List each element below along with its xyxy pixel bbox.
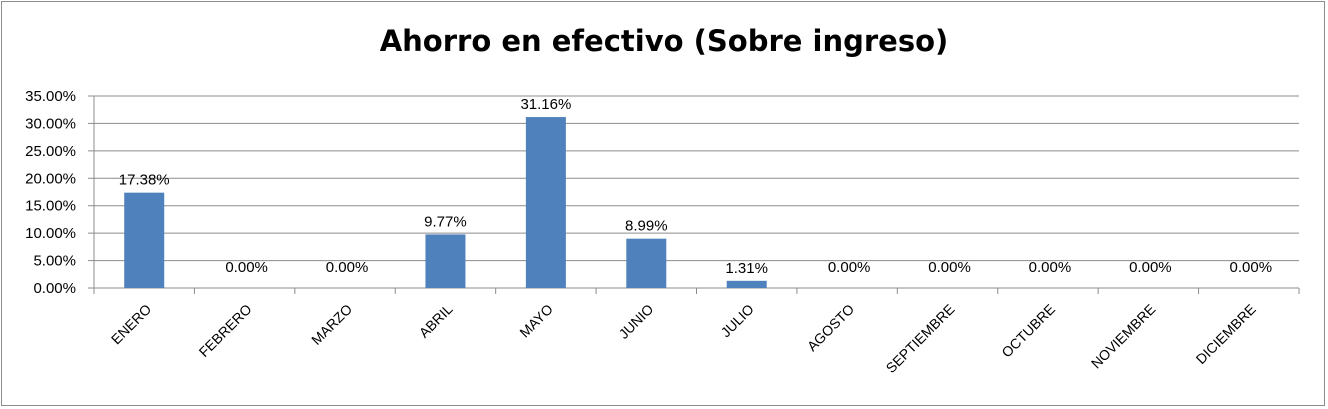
x-category-label: OCTUBRE [998,301,1058,361]
y-tick-label: 15.00% [25,198,76,215]
data-label: 1.31% [725,260,768,277]
y-tick-label: 30.00% [25,115,76,132]
x-category-label: ABRIL [416,301,456,341]
data-label: 0.00% [828,259,871,276]
x-category-label: MAYO [516,301,556,341]
chart-title: Ahorro en efectivo (Sobre ingreso) [379,24,949,58]
gridlines [94,95,1299,289]
y-tick-label: 25.00% [25,143,76,160]
y-tick-label: 35.00% [25,88,76,105]
data-label: 8.99% [625,218,668,235]
x-category-label: JULIO [717,301,756,340]
axes [88,95,1300,294]
x-category-label: NOVIEMBRE [1088,301,1159,372]
x-category-label: SEPTIEMBRE [883,301,958,376]
x-category-label: MARZO [308,301,355,348]
data-label: 0.00% [1029,259,1072,276]
bar [124,192,165,288]
x-category-label: DICIEMBRE [1193,301,1259,367]
data-label: 0.00% [225,259,268,276]
data-label: 0.00% [928,259,971,276]
bar [726,280,767,288]
data-label: 0.00% [326,259,369,276]
y-tick-label: 10.00% [25,225,76,242]
bars [124,117,767,288]
bar [525,117,566,288]
y-tick-label: 20.00% [25,170,76,187]
x-category-label: FEBRERO [196,301,255,360]
bar [626,238,667,288]
data-label: 9.77% [424,213,467,230]
x-category-label: JUNIO [615,301,656,342]
x-category-label: AGOSTO [804,301,858,355]
data-label: 0.00% [1129,259,1172,276]
data-label: 31.16% [520,96,571,113]
data-label: 17.38% [119,172,170,189]
y-tick-label: 0.00% [33,280,76,297]
data-label: 0.00% [1230,259,1273,276]
y-tick-label: 5.00% [33,253,76,270]
bar [425,234,466,288]
x-category-label: ENERO [108,301,155,348]
labels: 0.00% 5.00% 10.00% 15.00% 20.00% 25.00% 30.00%… [25,88,1272,376]
